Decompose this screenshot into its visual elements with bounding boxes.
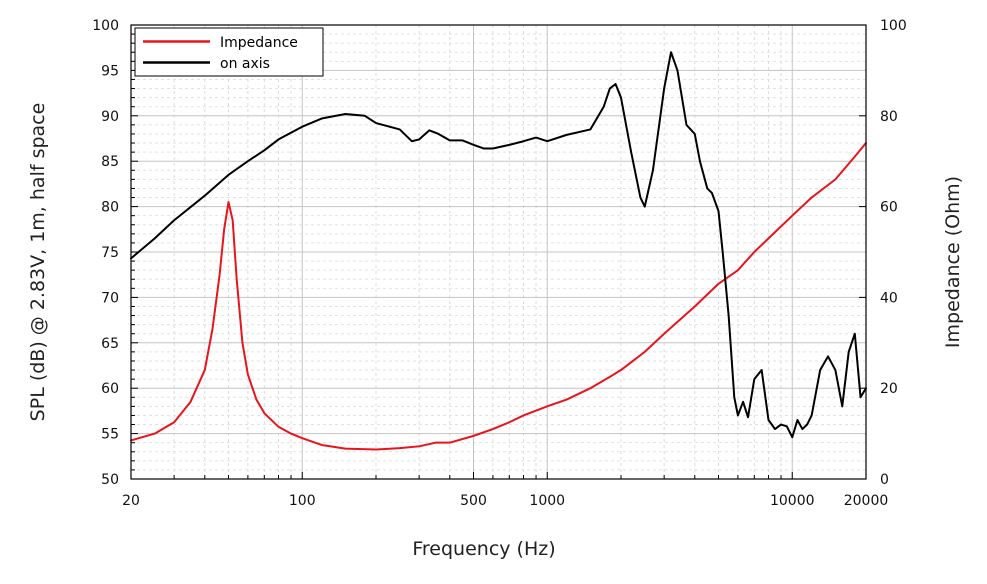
x-tick-label: 20000 (844, 493, 889, 509)
y2-tick-label: 60 (880, 200, 898, 216)
y-tick-label: 50 (101, 472, 119, 488)
plot-lines (130, 51, 867, 451)
series-line-on-axis (130, 51, 867, 439)
major-grid (131, 25, 866, 479)
x-tick-label: 1000 (529, 493, 565, 509)
y2-tick-label: 80 (880, 109, 898, 125)
minor-grid (131, 25, 866, 479)
y-axis-right-label: Impedance (Ohm) (942, 176, 964, 348)
y-tick-label: 75 (101, 245, 119, 261)
y-tick-label: 55 (101, 427, 119, 443)
legend-label-impedance: Impedance (220, 35, 298, 51)
legend-label-on-axis: on axis (220, 56, 270, 72)
y2-tick-label: 20 (880, 381, 898, 397)
y-tick-label: 100 (92, 18, 119, 34)
y-tick-label: 65 (101, 336, 119, 352)
y-tick-label: 60 (101, 381, 119, 397)
x-tick-label: 100 (289, 493, 316, 509)
y-tick-label: 70 (101, 290, 119, 306)
legend-box (134, 27, 324, 77)
legend: Impedance on axis (134, 27, 324, 77)
x-axis-ticks: 20 100 500 1000 10000 20000 (122, 472, 888, 509)
y2-tick-label: 100 (880, 18, 907, 34)
y-tick-label: 90 (101, 109, 119, 125)
y-axis-left-ticks: 50 55 60 65 70 75 80 85 90 95 100 (92, 18, 138, 488)
y-axis-left-label: SPL (dB) @ 2.83V, 1m, half space (27, 103, 49, 422)
y-tick-label: 85 (101, 154, 119, 170)
y2-tick-label: 0 (880, 472, 889, 488)
x-tick-label: 20 (122, 493, 140, 509)
x-tick-label: 10000 (770, 493, 815, 509)
y2-tick-label: 40 (880, 290, 898, 306)
x-axis-label: Frequency (Hz) (412, 538, 555, 560)
y-tick-label: 80 (101, 200, 119, 216)
y-axis-right-ticks: 0 20 40 60 80 100 (859, 18, 907, 488)
series-line-impedance (130, 142, 867, 451)
x-tick-label: 500 (460, 493, 487, 509)
y-tick-label: 95 (101, 63, 119, 79)
